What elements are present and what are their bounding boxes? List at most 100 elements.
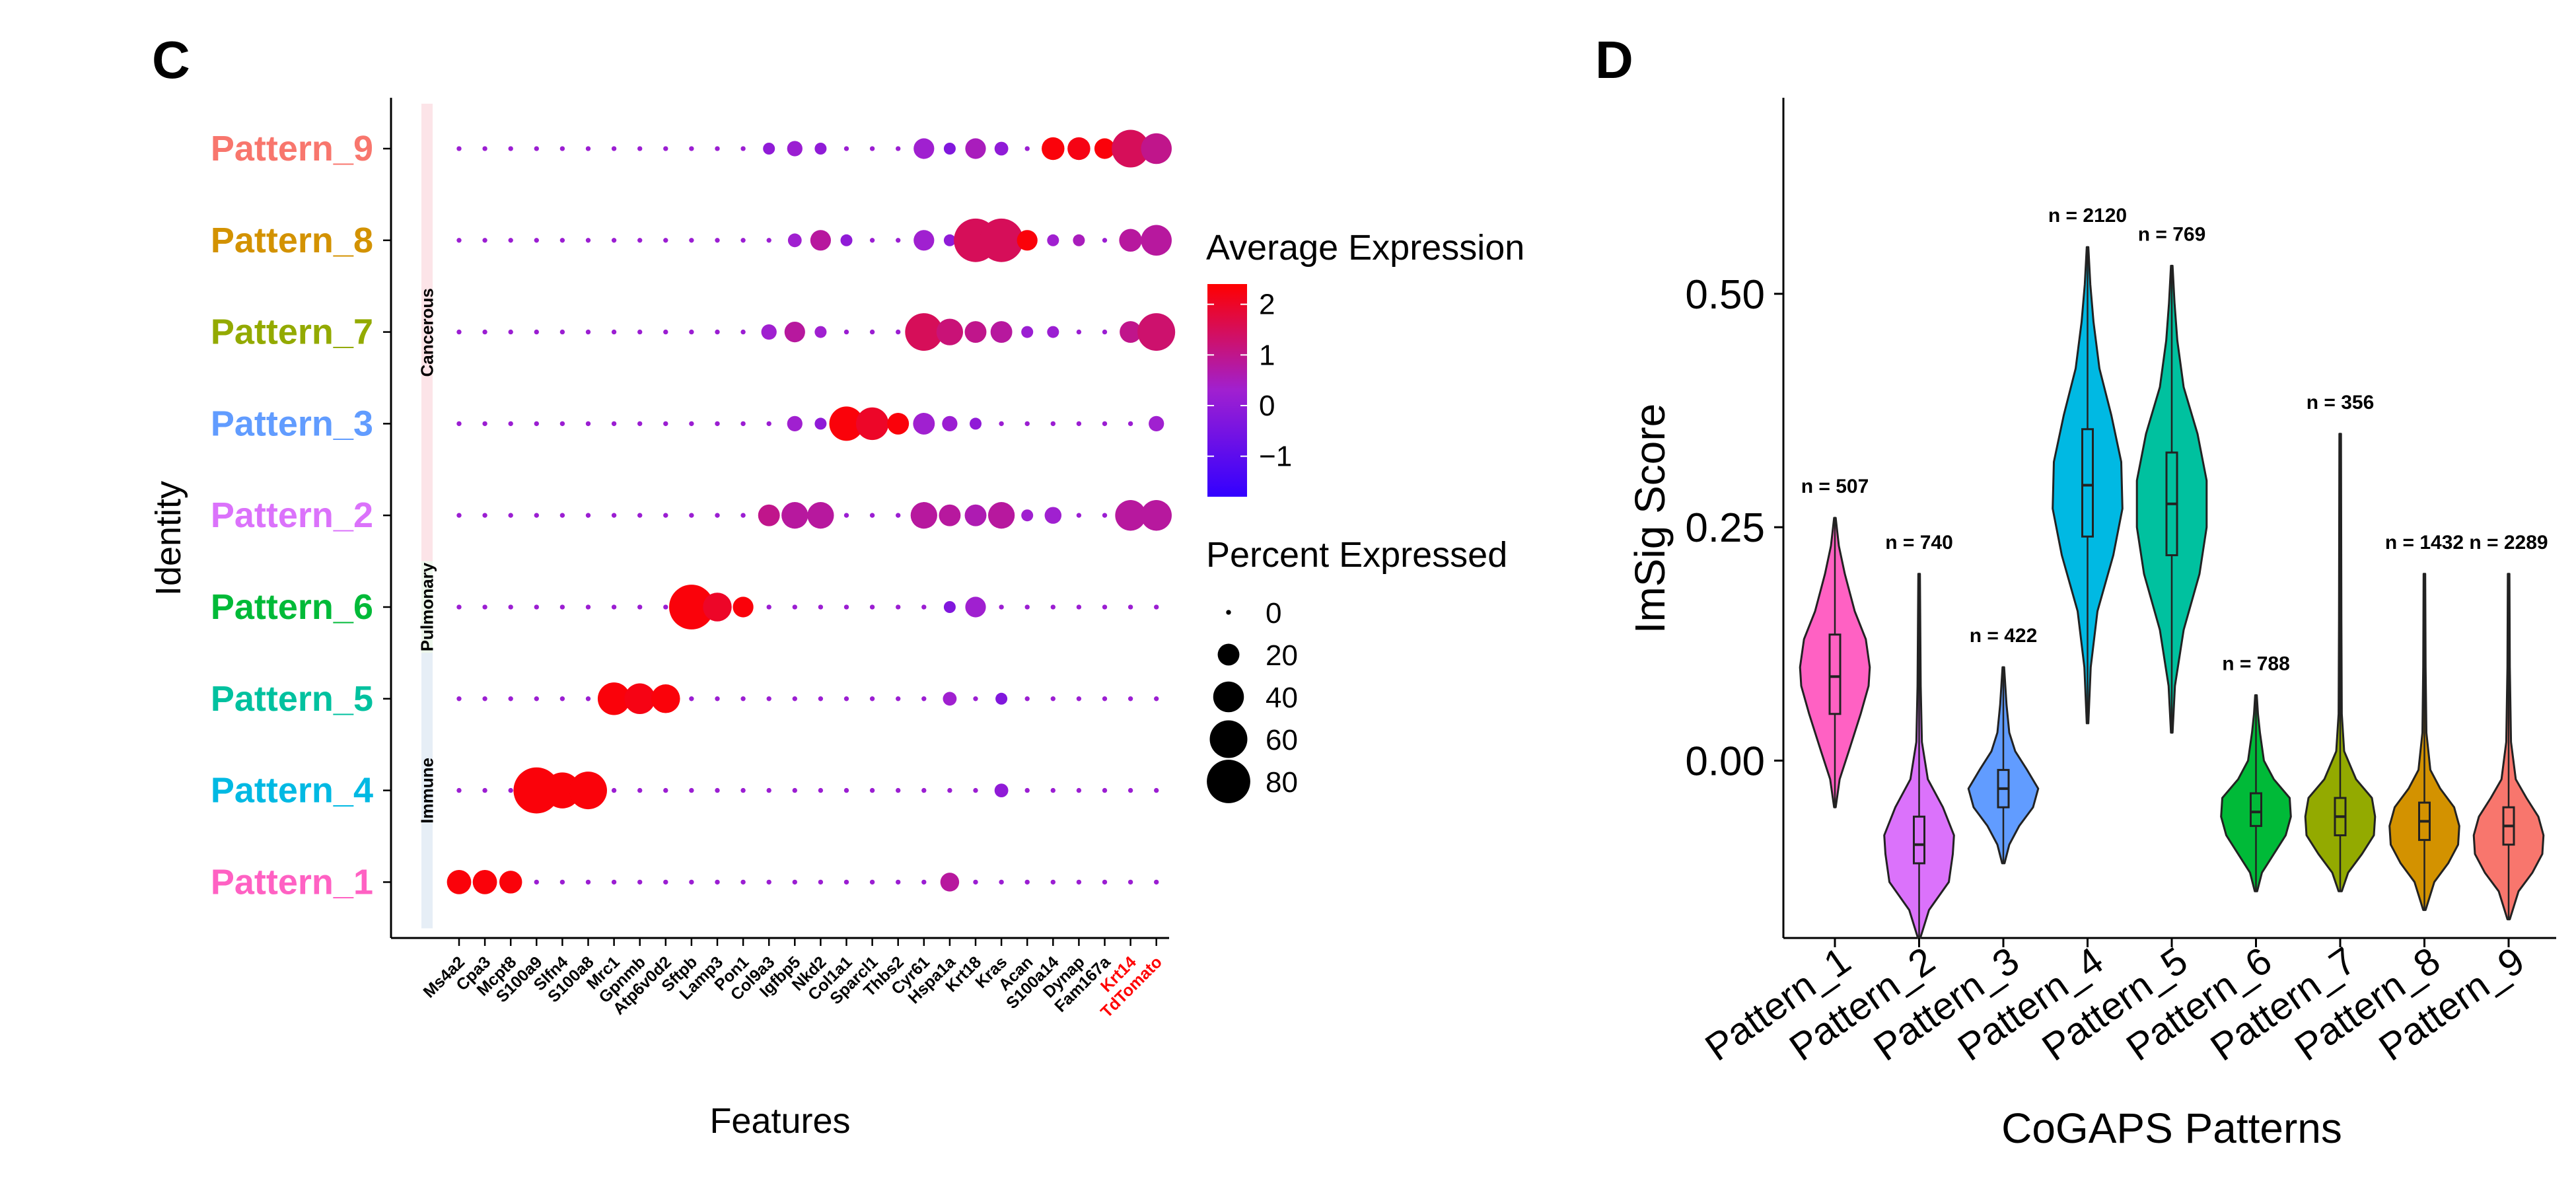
dot (456, 421, 462, 427)
dot (792, 604, 797, 610)
dot (637, 329, 643, 335)
dot (964, 504, 987, 526)
dot (597, 682, 631, 715)
dot (689, 787, 694, 793)
dot (913, 138, 935, 159)
dot (766, 421, 771, 427)
dots-layer (447, 129, 1176, 894)
dot (508, 604, 513, 610)
dot (1044, 507, 1062, 524)
dot (787, 141, 803, 157)
dot (1024, 146, 1030, 151)
dot (534, 696, 539, 702)
dot (1076, 787, 1082, 793)
dot (482, 696, 487, 702)
dot (763, 142, 775, 155)
x-axis-title: CoGAPS Patterns (2001, 1104, 2342, 1152)
dot (1017, 230, 1038, 251)
dot (1076, 513, 1082, 518)
dot (569, 772, 607, 810)
dot (843, 604, 849, 610)
dot (559, 513, 565, 518)
dot (611, 238, 617, 243)
dot (818, 696, 824, 702)
dot (1102, 421, 1108, 427)
dot (544, 772, 581, 809)
dot (810, 230, 831, 251)
dot (869, 146, 875, 151)
dot (624, 683, 655, 715)
dot (559, 238, 565, 243)
box-iqr (2081, 428, 2094, 538)
dot (1141, 225, 1172, 256)
size-legend-label: 20 (1266, 639, 1298, 672)
dot (973, 879, 978, 885)
size-legend-dot (1226, 610, 1231, 615)
dot (807, 502, 834, 529)
violin-pattern_3: n = 422 (1967, 625, 2040, 865)
identity-label: Pattern_9 (211, 129, 373, 168)
dot (943, 234, 956, 246)
dot (921, 787, 927, 793)
dot (663, 329, 668, 335)
dot (559, 879, 565, 885)
dot (534, 879, 539, 885)
dot (559, 421, 565, 427)
dot (559, 329, 565, 335)
dot (1050, 421, 1055, 427)
dot (637, 146, 643, 151)
identity-label: Pattern_3 (211, 404, 373, 443)
dot (814, 142, 827, 155)
size-legend-dot (1217, 643, 1240, 666)
dot (921, 604, 927, 610)
dot (611, 787, 617, 793)
dot (869, 513, 875, 518)
dot (740, 879, 746, 885)
dot (818, 787, 824, 793)
dot (689, 513, 694, 518)
dot (994, 141, 1009, 156)
expr-tick-label: 1 (1259, 339, 1275, 371)
dot (1127, 787, 1133, 793)
identity-label: Pattern_6 (211, 587, 373, 627)
dot (999, 421, 1004, 427)
dot (1120, 321, 1142, 343)
dot (814, 326, 827, 338)
dot (456, 696, 462, 702)
group-label-immune: Immune (417, 758, 437, 824)
dot (781, 502, 808, 529)
dot (973, 696, 978, 702)
dot (508, 329, 513, 335)
panel-c-dotplot: C Cancerous Pulmonary Immune Pattern_9 Patte… (149, 30, 1524, 1141)
dot (585, 879, 591, 885)
dot (905, 313, 943, 351)
dot (843, 513, 849, 518)
dot (689, 879, 694, 885)
size-legend-label: 60 (1266, 724, 1298, 756)
dot (1050, 879, 1055, 885)
dot (792, 879, 797, 885)
dot (1127, 604, 1133, 610)
dot (740, 696, 746, 702)
dot (787, 415, 803, 432)
dot (715, 879, 720, 885)
dot (740, 329, 746, 335)
dot (508, 238, 513, 243)
dot (715, 146, 720, 151)
expr-legend-title: Average Expression (1206, 228, 1524, 268)
size-legend-label: 0 (1266, 597, 1281, 630)
dot (508, 513, 513, 518)
dot (703, 593, 732, 622)
box-iqr (2250, 792, 2262, 827)
dot (990, 321, 1013, 343)
dot (585, 604, 591, 610)
dot (843, 146, 849, 151)
dot (1102, 604, 1108, 610)
dot (1127, 421, 1133, 427)
dot (733, 596, 754, 618)
dot (559, 696, 565, 702)
dot (1047, 326, 1059, 338)
dot (611, 513, 617, 518)
expr-tick-label: 2 (1259, 289, 1275, 321)
dot (740, 238, 746, 243)
